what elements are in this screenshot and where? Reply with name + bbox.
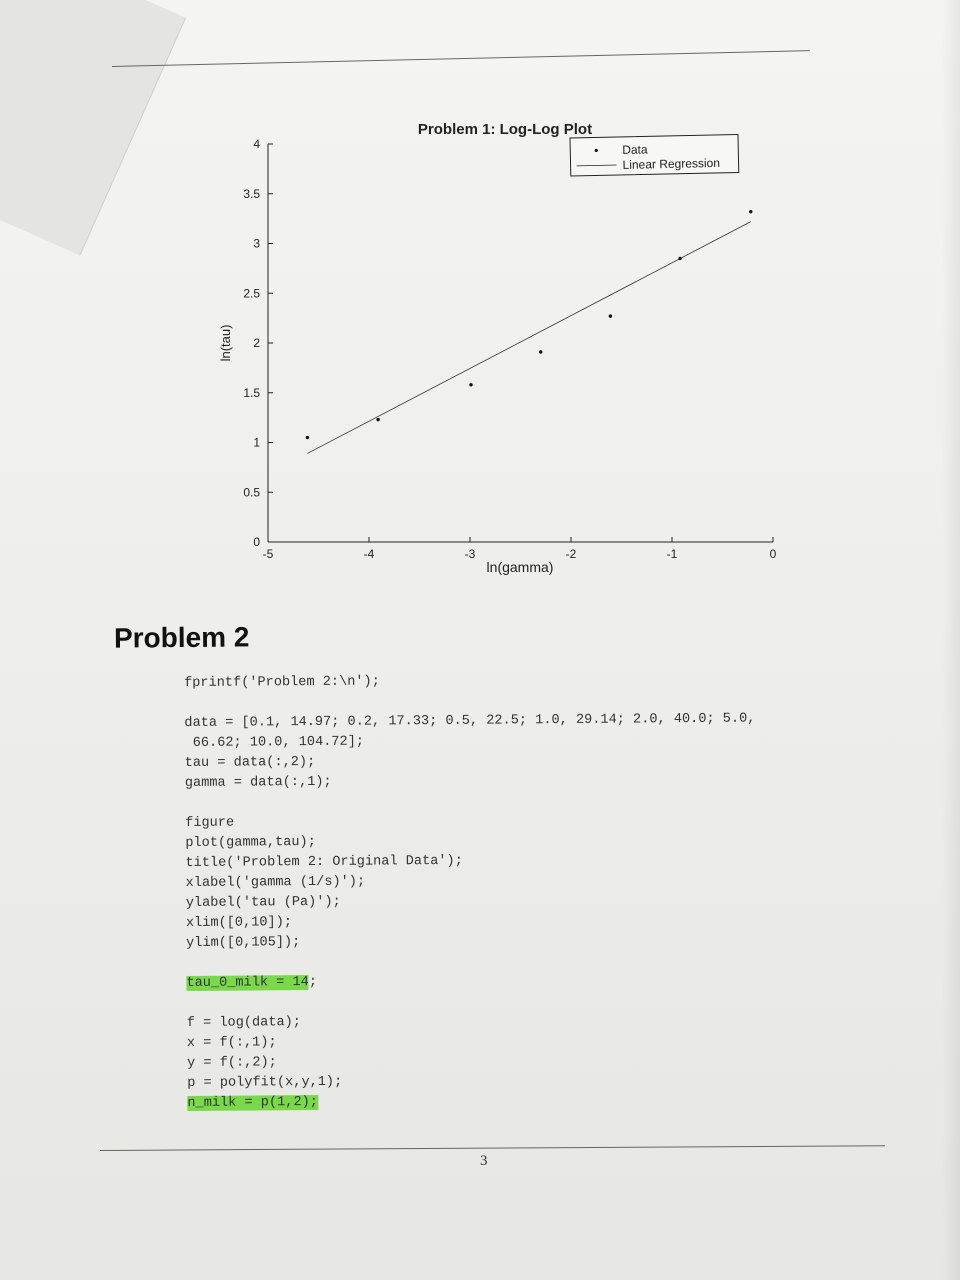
legend-box bbox=[569, 133, 740, 177]
code-text: f = log(data); bbox=[186, 1015, 302, 1031]
code-text: plot(gamma,tau); bbox=[185, 834, 316, 851]
x-tick-label: -1 bbox=[667, 547, 678, 561]
code-text: tau = data(:,2); bbox=[184, 754, 316, 771]
y-tick-label: 2 bbox=[253, 336, 260, 350]
x-tick-label: 0 bbox=[770, 547, 777, 561]
legend-regression-line bbox=[576, 164, 617, 167]
code-text: xlim([0,10]); bbox=[185, 915, 293, 931]
x-axis-label: ln(gamma) bbox=[487, 559, 554, 575]
y-tick-label: 3 bbox=[253, 237, 260, 251]
code-text: xlabel('gamma (1/s)'); bbox=[185, 874, 366, 891]
y-tick-label: 1 bbox=[253, 436, 260, 450]
code-text: gamma = data(:,1); bbox=[184, 774, 332, 791]
x-tick-label: -5 bbox=[263, 547, 274, 561]
regression-line bbox=[307, 221, 751, 454]
log-log-chart: Problem 1: Log-Log Plot 0 0.5 1 1.5 2 2.5 3 3.5… bbox=[210, 108, 800, 588]
legend-data-marker bbox=[594, 148, 598, 153]
page-shadow bbox=[942, 0, 960, 1280]
y-tick-label: 3.5 bbox=[243, 187, 260, 201]
code-line: n_milk = p(1,2); bbox=[187, 1090, 758, 1114]
header-rule bbox=[111, 50, 810, 67]
legend-label-regression: Linear Regression bbox=[622, 156, 720, 172]
highlighted-code: n_milk = p(1,2); bbox=[187, 1094, 318, 1111]
data-point bbox=[305, 435, 310, 440]
data-point bbox=[608, 314, 613, 318]
legend-label-data: Data bbox=[622, 142, 648, 157]
data-point bbox=[749, 209, 753, 214]
plot-area bbox=[268, 144, 773, 542]
footer-rule bbox=[99, 1145, 885, 1151]
code-text: y = f(:,2); bbox=[187, 1055, 277, 1071]
x-tick-label: -2 bbox=[566, 547, 577, 561]
code-text: ; bbox=[308, 974, 318, 991]
page-number: 3 bbox=[480, 1153, 488, 1169]
problem-2-heading: Problem 2 bbox=[113, 621, 250, 654]
y-tick-label: 4 bbox=[253, 137, 260, 151]
code-text: ylabel('tau (Pa)'); bbox=[185, 894, 341, 911]
data-point bbox=[539, 350, 543, 354]
code-text: p = polyfit(x,y,1); bbox=[187, 1074, 343, 1091]
x-tick-label: -4 bbox=[364, 547, 375, 561]
code-text: figure bbox=[185, 815, 235, 831]
data-point bbox=[376, 417, 380, 422]
code-text: x = f(:,1); bbox=[186, 1035, 277, 1051]
x-axis: -5 -4 -3 -2 -1 0 bbox=[263, 537, 777, 561]
matlab-code-block: fprintf('Problem 2:\n'); data = [0.1, 14.… bbox=[184, 670, 758, 1114]
code-text: title('Problem 2: Original Data'); bbox=[185, 853, 463, 871]
y-tick-label: 0 bbox=[253, 535, 260, 549]
code-text: data = [0.1, 14.97; 0.2, 17.33; 0.5, 22.… bbox=[184, 711, 756, 731]
background-sheet-edge bbox=[0, 0, 187, 256]
chart-title: Problem 1: Log-Log Plot bbox=[418, 121, 592, 138]
chart-canvas: Problem 1: Log-Log Plot 0 0.5 1 1.5 2 2.5 3 3.5… bbox=[218, 121, 777, 575]
y-tick-label: 0.5 bbox=[243, 485, 260, 499]
data-point bbox=[469, 383, 473, 387]
legend: Data Linear Regression bbox=[569, 133, 740, 177]
y-axis: 0 0.5 1 1.5 2 2.5 3 3.5 4 bbox=[243, 137, 273, 549]
y-tick-label: 2.5 bbox=[243, 286, 260, 300]
code-text: fprintf('Problem 2:\n'); bbox=[184, 674, 380, 691]
plot-series bbox=[305, 209, 753, 454]
y-axis-label: ln(tau) bbox=[218, 325, 233, 362]
x-tick-label: -3 bbox=[465, 547, 476, 561]
highlighted-code: tau_0_milk = 14 bbox=[186, 975, 309, 991]
code-text: 66.62; 10.0, 104.72]; bbox=[184, 734, 365, 751]
code-text: ylim([0,105]); bbox=[186, 935, 301, 951]
y-tick-label: 1.5 bbox=[243, 386, 260, 400]
data-point bbox=[678, 256, 682, 261]
